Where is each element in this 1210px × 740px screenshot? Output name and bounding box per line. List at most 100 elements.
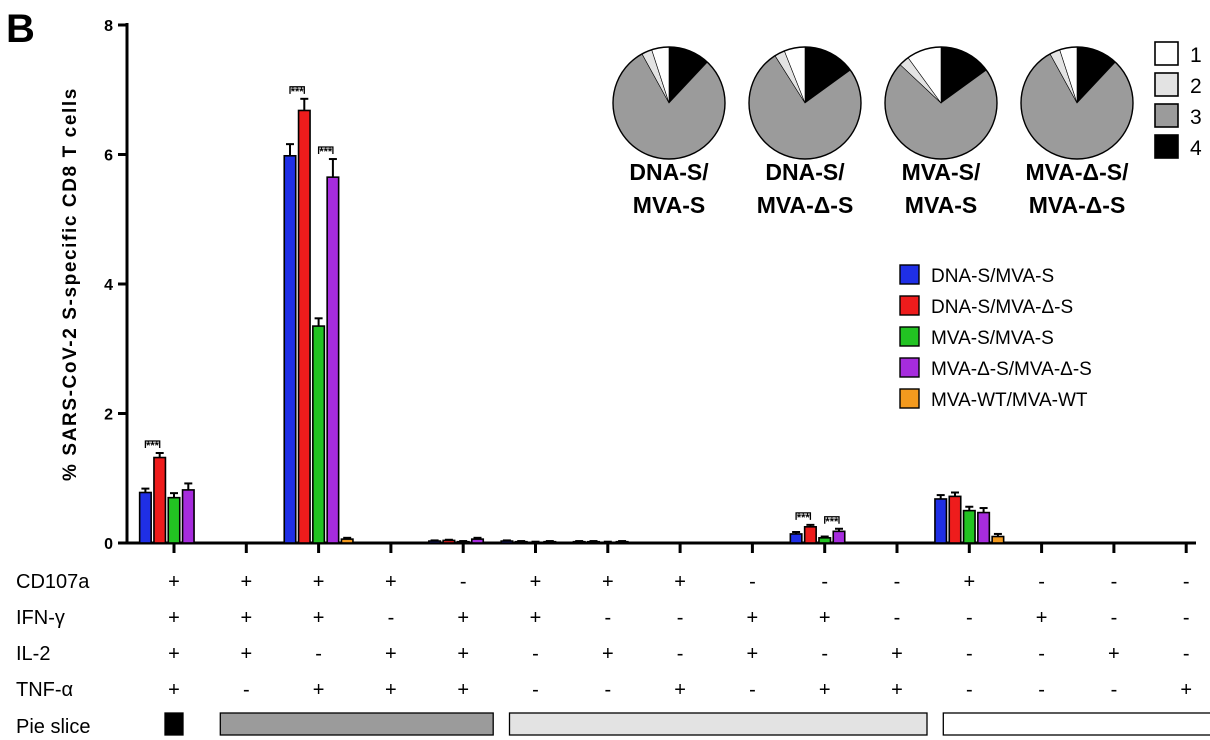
pie-label: MVA-S bbox=[905, 192, 977, 218]
marker-sign: + bbox=[891, 679, 903, 701]
marker-sign: - bbox=[1183, 571, 1190, 593]
marker-sign: + bbox=[747, 607, 759, 629]
bar bbox=[977, 511, 991, 544]
bar bbox=[340, 538, 354, 544]
significance-label: *** bbox=[319, 146, 333, 158]
y-tick-label: 8 bbox=[104, 18, 113, 35]
pie-outline bbox=[748, 46, 862, 160]
series-legend-label: MVA-S/MVA-S bbox=[931, 328, 1054, 349]
y-tick-label: 4 bbox=[104, 277, 113, 294]
bar bbox=[283, 154, 297, 544]
marker-sign: - bbox=[1038, 571, 1045, 593]
marker-sign: + bbox=[674, 571, 686, 593]
bar bbox=[312, 325, 326, 544]
marker-sign: + bbox=[674, 679, 686, 701]
significance-bracket bbox=[795, 512, 812, 520]
marker-sign: - bbox=[966, 607, 973, 629]
pie-label: MVA-Δ-S bbox=[1029, 192, 1126, 218]
marker-sign: + bbox=[240, 571, 252, 593]
marker-sign: + bbox=[240, 607, 252, 629]
marker-sign: + bbox=[819, 607, 831, 629]
series-legend-swatch bbox=[899, 388, 920, 409]
significance-label: *** bbox=[146, 440, 160, 452]
pie-outline bbox=[884, 46, 998, 160]
significance-label: *** bbox=[825, 516, 839, 528]
pie-legend-swatch bbox=[1154, 103, 1179, 128]
pie-label: MVA-S bbox=[633, 192, 705, 218]
pie-slice-key bbox=[508, 712, 928, 736]
pie-slice-key bbox=[942, 712, 1210, 736]
marker-sign: + bbox=[457, 643, 469, 665]
panel-label: B bbox=[6, 7, 35, 51]
series-legend-swatch bbox=[899, 357, 920, 378]
pie-label: MVA-S/ bbox=[902, 159, 981, 185]
significance-bracket bbox=[289, 86, 305, 94]
bar bbox=[153, 456, 167, 544]
marker-sign: - bbox=[532, 643, 539, 665]
series-legend-label: MVA-Δ-S/MVA-Δ-S bbox=[931, 359, 1092, 380]
significance-bracket bbox=[824, 516, 840, 524]
pie-outline bbox=[612, 46, 726, 160]
marker-sign: - bbox=[388, 607, 395, 629]
pie-chart: MVA-S/MVA-S bbox=[884, 46, 998, 218]
marker-sign: - bbox=[894, 607, 901, 629]
pie-legend-swatch bbox=[1154, 41, 1179, 66]
marker-sign: + bbox=[457, 679, 469, 701]
pie-legend-swatch bbox=[1154, 72, 1179, 97]
significance-label: *** bbox=[291, 86, 305, 98]
series-legend-label: MVA-WT/MVA-WT bbox=[931, 390, 1088, 411]
bar bbox=[297, 109, 311, 544]
series-legend-swatch bbox=[899, 326, 920, 347]
marker-sign: + bbox=[602, 643, 614, 665]
bar bbox=[326, 176, 340, 544]
bar bbox=[934, 498, 948, 544]
bar bbox=[803, 526, 817, 544]
series-legend-swatch bbox=[899, 295, 920, 316]
pie-label: MVA-Δ-S bbox=[757, 192, 854, 218]
marker-row-label: IL-2 bbox=[16, 643, 50, 665]
marker-sign: - bbox=[604, 679, 611, 701]
marker-row-label: TNF-α bbox=[16, 679, 73, 701]
bar bbox=[832, 530, 846, 544]
marker-sign: + bbox=[168, 607, 180, 629]
marker-sign: - bbox=[821, 571, 828, 593]
marker-sign: + bbox=[313, 679, 325, 701]
marker-sign: + bbox=[385, 643, 397, 665]
pie-label: MVA-Δ-S/ bbox=[1026, 159, 1130, 185]
marker-row-label: CD107a bbox=[16, 571, 90, 593]
marker-sign: + bbox=[530, 607, 542, 629]
marker-sign: - bbox=[966, 643, 973, 665]
marker-sign: - bbox=[821, 643, 828, 665]
marker-sign: - bbox=[243, 679, 250, 701]
bar bbox=[167, 496, 181, 544]
pie-slice-row-label: Pie slice bbox=[16, 716, 90, 738]
marker-sign: + bbox=[1180, 679, 1192, 701]
significance-bracket bbox=[317, 146, 334, 155]
marker-sign: + bbox=[240, 643, 252, 665]
marker-sign: + bbox=[1036, 607, 1048, 629]
series-legend-label: DNA-S/MVA-S bbox=[931, 266, 1054, 287]
pie-legend-label: 1 bbox=[1190, 44, 1202, 67]
marker-sign: + bbox=[1108, 643, 1120, 665]
marker-sign: + bbox=[385, 571, 397, 593]
marker-sign: + bbox=[168, 679, 180, 701]
marker-sign: - bbox=[677, 643, 684, 665]
y-tick-label: 0 bbox=[104, 536, 113, 553]
marker-sign: + bbox=[747, 643, 759, 665]
marker-sign: - bbox=[1038, 643, 1045, 665]
pie-chart: DNA-S/MVA-S bbox=[612, 46, 726, 218]
marker-sign: + bbox=[963, 571, 975, 593]
significance-label: *** bbox=[797, 512, 811, 524]
marker-sign: - bbox=[315, 643, 322, 665]
pie-legend-label: 2 bbox=[1190, 75, 1202, 98]
bar bbox=[181, 489, 195, 544]
marker-sign: - bbox=[966, 679, 973, 701]
marker-sign: + bbox=[530, 571, 542, 593]
pie-legend-swatch bbox=[1154, 134, 1179, 159]
marker-sign: - bbox=[1183, 643, 1190, 665]
marker-sign: + bbox=[385, 679, 397, 701]
pie-chart: MVA-Δ-S/MVA-Δ-S bbox=[1020, 46, 1134, 218]
marker-sign: + bbox=[168, 643, 180, 665]
pie-label: DNA-S/ bbox=[629, 159, 709, 185]
